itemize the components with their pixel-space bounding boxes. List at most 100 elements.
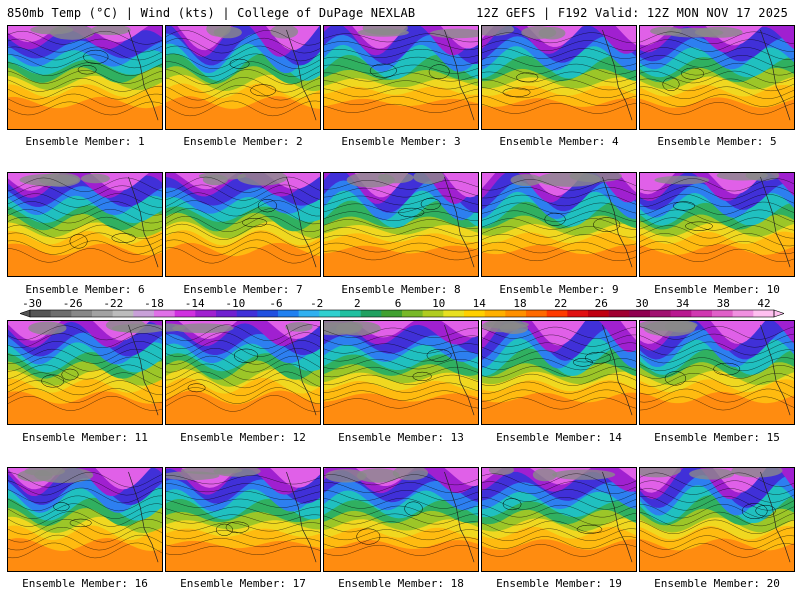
- ensemble-member-label: Ensemble Member: 10: [654, 283, 780, 296]
- colorbar-segment: [464, 310, 485, 317]
- colorbar-segment: [402, 310, 423, 317]
- temperature-colorbar: -30 -26 -22 -18 -14 -10 -6 -2 2 6 10 14 18 22 26 30 34 38…: [20, 297, 784, 318]
- ensemble-member-map: [481, 467, 637, 572]
- colorbar-tick-label: -26: [63, 297, 83, 310]
- colorbar-segment: [30, 310, 51, 317]
- ensemble-member-label: Ensemble Member: 11: [22, 431, 148, 444]
- temperature-wind-map: [482, 321, 636, 424]
- colorbar-tick-label: 6: [395, 297, 402, 310]
- colorbar-segment: [546, 310, 568, 317]
- colorbar-tick-label: -10: [225, 297, 245, 310]
- ensemble-member-map: [7, 172, 163, 277]
- temperature-wind-map: [166, 26, 320, 129]
- colorbar-tick-label: -14: [185, 297, 205, 310]
- colorbar-segment: [588, 310, 609, 317]
- colorbar-segment: [236, 310, 258, 317]
- ensemble-member-label: Ensemble Member: 7: [183, 283, 303, 296]
- ensemble-member-map: [481, 320, 637, 425]
- colorbar-segment: [174, 310, 196, 317]
- colorbar-segment: [154, 310, 175, 317]
- colorbar-segment: [670, 310, 692, 317]
- colorbar-tick-label: 14: [473, 297, 487, 310]
- ensemble-member-map: [481, 25, 637, 130]
- colorbar-tick-label: 34: [676, 297, 690, 310]
- colorbar-segment: [319, 310, 341, 317]
- temperature-wind-map: [166, 173, 320, 276]
- colorbar-segment: [71, 310, 93, 317]
- colorbar-segment: [195, 310, 217, 317]
- ensemble-member-map: [323, 320, 479, 425]
- ensemble-member-map: [165, 25, 321, 130]
- colorbar-segment: [484, 310, 506, 317]
- ensemble-member-map: [7, 467, 163, 572]
- colorbar-segment: [608, 310, 630, 317]
- ensemble-member-map: [639, 172, 795, 277]
- colorbar-arrow-low: [20, 309, 31, 318]
- colorbar-tick-label: 38: [717, 297, 730, 310]
- temperature-wind-map: [8, 26, 162, 129]
- colorbar-arrow-high: [773, 309, 784, 318]
- colorbar-segment: [381, 310, 403, 317]
- ensemble-member-label: Ensemble Member: 1: [25, 135, 145, 148]
- temperature-wind-map: [640, 26, 794, 129]
- ensemble-member-label: Ensemble Member: 18: [338, 577, 464, 590]
- colorbar-segment: [526, 310, 547, 317]
- colorbar-segment: [360, 310, 382, 317]
- ensemble-member-map: [323, 467, 479, 572]
- colorbar-outline: [29, 309, 775, 318]
- ensemble-member-map: [7, 25, 163, 130]
- colorbar-segment: [732, 310, 754, 317]
- temperature-wind-map: [324, 173, 478, 276]
- colorbar-tick-label: 22: [554, 297, 567, 310]
- colorbar-segment: [216, 310, 237, 317]
- ensemble-member-label: Ensemble Member: 12: [180, 431, 306, 444]
- colorbar-tick-label: -2: [310, 297, 323, 310]
- colorbar-segment: [567, 310, 589, 317]
- temperature-wind-map: [166, 321, 320, 424]
- ensemble-member-label: Ensemble Member: 15: [654, 431, 780, 444]
- colorbar-tick-label: 10: [432, 297, 445, 310]
- ensemble-member-map: [165, 172, 321, 277]
- ensemble-member-label: Ensemble Member: 9: [499, 283, 619, 296]
- temperature-wind-map: [8, 173, 162, 276]
- colorbar-segment: [650, 310, 671, 317]
- colorbar-segment: [112, 310, 134, 317]
- temperature-wind-map: [324, 26, 478, 129]
- temperature-wind-map: [482, 26, 636, 129]
- colorbar-segment: [50, 310, 72, 317]
- colorbar-segment: [340, 310, 361, 317]
- ensemble-member-label: Ensemble Member: 6: [25, 283, 145, 296]
- model-run-info: 12Z GEFS | F192 Valid: 12Z MON NOV 17 20…: [476, 6, 788, 20]
- temperature-wind-map: [324, 321, 478, 424]
- colorbar-segment: [133, 310, 155, 317]
- ensemble-member-label: Ensemble Member: 5: [657, 135, 777, 148]
- colorbar-segment: [712, 310, 733, 317]
- colorbar-segment: [257, 310, 279, 317]
- ensemble-member-map: [639, 320, 795, 425]
- ensemble-member-label: Ensemble Member: 20: [654, 577, 780, 590]
- ensemble-member-label: Ensemble Member: 17: [180, 577, 306, 590]
- colorbar-tick-label: -22: [103, 297, 123, 310]
- ensemble-member-label: Ensemble Member: 3: [341, 135, 461, 148]
- temperature-wind-map: [8, 321, 162, 424]
- colorbar-tick-label: 2: [354, 297, 361, 310]
- ensemble-member-map: [323, 25, 479, 130]
- ensemble-member-map: [323, 172, 479, 277]
- colorbar-segment: [505, 310, 527, 317]
- colorbar-segment: [92, 310, 113, 317]
- colorbar-tick-label: -18: [144, 297, 164, 310]
- ensemble-member-label: Ensemble Member: 19: [496, 577, 622, 590]
- temperature-wind-map: [8, 468, 162, 571]
- temperature-wind-map: [640, 321, 794, 424]
- colorbar-tick-label: -30: [22, 297, 42, 310]
- ensemble-member-label: Ensemble Member: 14: [496, 431, 622, 444]
- colorbar-segment: [753, 310, 775, 317]
- colorbar-segment: [629, 310, 651, 317]
- ensemble-member-map: [481, 172, 637, 277]
- colorbar-segment: [278, 310, 299, 317]
- temperature-wind-map: [640, 468, 794, 571]
- ensemble-member-label: Ensemble Member: 16: [22, 577, 148, 590]
- temperature-wind-map: [482, 173, 636, 276]
- temperature-wind-map: [324, 468, 478, 571]
- colorbar-tick-label: 42: [757, 297, 770, 310]
